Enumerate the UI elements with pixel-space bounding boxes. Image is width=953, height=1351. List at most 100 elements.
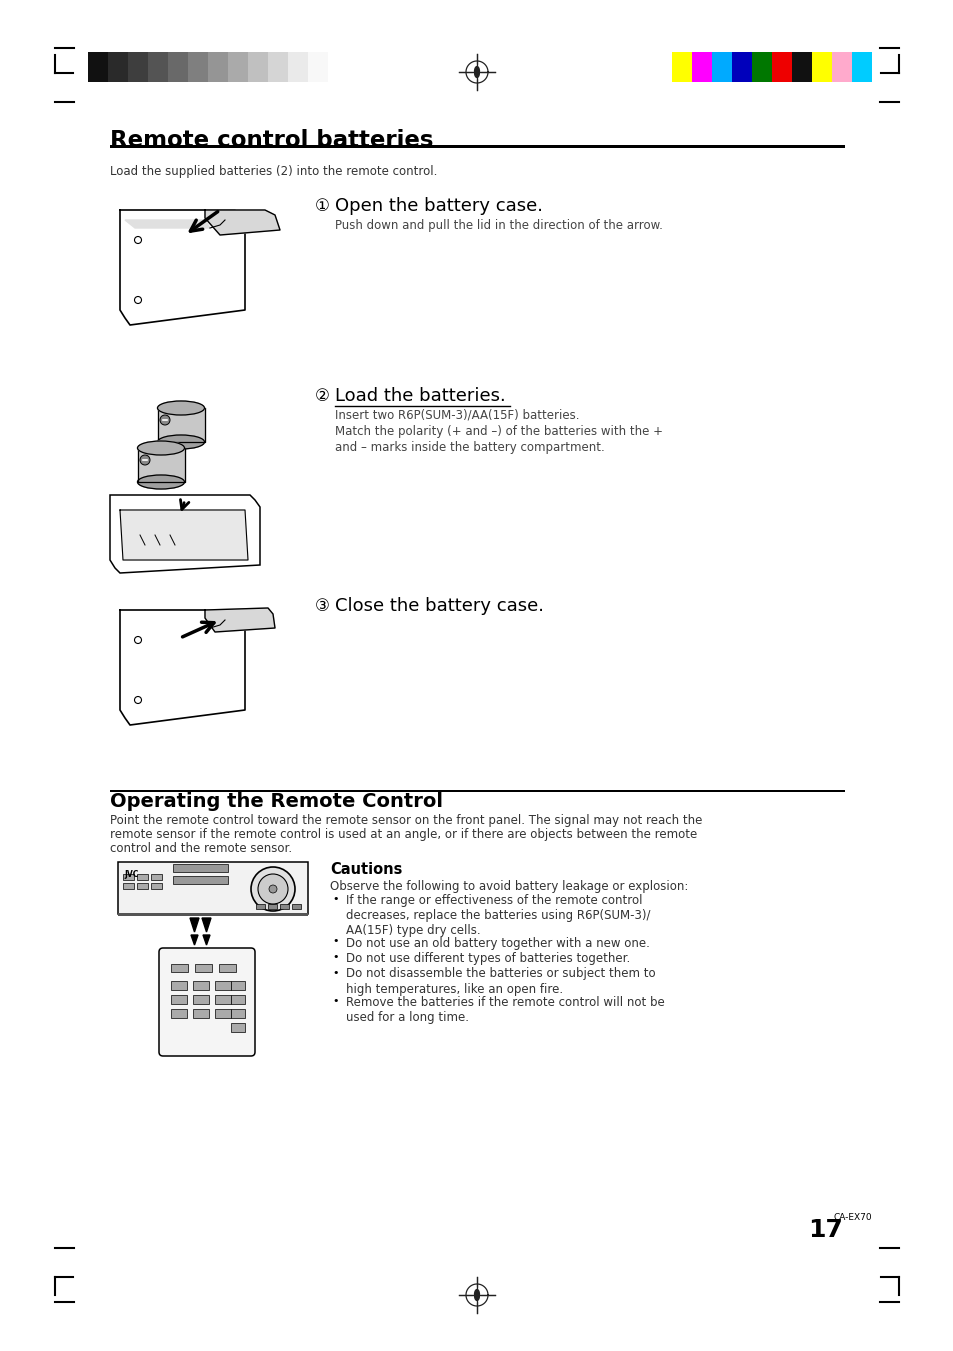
Bar (188, 51, 208, 82)
Bar (231, 994, 245, 1004)
Text: Remote control batteries: Remote control batteries (110, 128, 433, 153)
Polygon shape (203, 935, 210, 944)
Text: •: • (332, 997, 338, 1006)
Text: Do not use an old battery together with a new one.: Do not use an old battery together with … (346, 936, 649, 950)
Bar (691, 51, 711, 82)
Text: •: • (332, 894, 338, 904)
Text: 17: 17 (807, 1219, 842, 1242)
Text: Close the battery case.: Close the battery case. (335, 597, 543, 615)
Bar (228, 51, 248, 82)
Bar (171, 994, 187, 1004)
Ellipse shape (137, 440, 184, 455)
Ellipse shape (137, 476, 184, 489)
Bar (193, 981, 209, 990)
Bar (194, 965, 212, 971)
Bar (137, 874, 148, 880)
Bar (280, 904, 289, 909)
Bar (118, 913, 308, 916)
Bar (214, 1009, 231, 1019)
Polygon shape (110, 494, 260, 573)
Bar (118, 862, 308, 915)
Bar (292, 904, 301, 909)
Bar (172, 865, 228, 871)
Polygon shape (474, 69, 479, 76)
Polygon shape (138, 449, 185, 482)
Bar (151, 874, 162, 880)
Bar (771, 51, 791, 82)
Text: Operating the Remote Control: Operating the Remote Control (110, 792, 442, 811)
Bar (214, 981, 231, 990)
Bar (123, 884, 133, 889)
Bar (671, 51, 691, 82)
Bar (151, 884, 162, 889)
Text: Load the batteries.: Load the batteries. (335, 386, 505, 405)
Polygon shape (125, 220, 210, 228)
Ellipse shape (157, 435, 204, 449)
Polygon shape (474, 1292, 479, 1298)
Bar (751, 51, 771, 82)
Bar (168, 51, 188, 82)
Circle shape (160, 415, 170, 426)
Bar (128, 51, 148, 82)
Text: Match the polarity (+ and –) of the batteries with the +: Match the polarity (+ and –) of the batt… (335, 426, 662, 438)
Text: Remove the batteries if the remote control will not be
used for a long time.: Remove the batteries if the remote contr… (346, 997, 664, 1024)
Polygon shape (120, 209, 245, 326)
Text: Observe the following to avoid battery leakage or explosion:: Observe the following to avoid battery l… (330, 880, 688, 893)
Text: and – marks inside the battery compartment.: and – marks inside the battery compartme… (335, 440, 604, 454)
Bar (208, 51, 228, 82)
Text: JVC: JVC (124, 870, 138, 880)
Polygon shape (120, 509, 248, 561)
Polygon shape (158, 408, 205, 442)
Bar (219, 965, 235, 971)
Bar (110, 145, 844, 149)
Bar (137, 884, 148, 889)
Bar (255, 904, 265, 909)
Text: Cautions: Cautions (330, 862, 402, 877)
Bar (851, 51, 871, 82)
Text: Insert two R6P(SUM-3)/AA(15F) batteries.: Insert two R6P(SUM-3)/AA(15F) batteries. (335, 409, 578, 422)
Polygon shape (120, 611, 245, 725)
Bar (88, 51, 108, 82)
Bar (731, 51, 751, 82)
Ellipse shape (473, 65, 480, 78)
Ellipse shape (474, 1289, 479, 1301)
Bar (193, 1009, 209, 1019)
Circle shape (269, 885, 276, 893)
Ellipse shape (474, 66, 479, 77)
Bar (231, 1009, 245, 1019)
Bar (831, 51, 851, 82)
Text: Do not use different types of batteries together.: Do not use different types of batteries … (346, 952, 630, 965)
Circle shape (134, 296, 141, 304)
Polygon shape (205, 209, 280, 235)
Text: Open the battery case.: Open the battery case. (335, 197, 542, 215)
Text: ①: ① (314, 197, 330, 215)
Text: remote sensor if the remote control is used at an angle, or if there are objects: remote sensor if the remote control is u… (110, 828, 697, 842)
Text: •: • (332, 936, 338, 947)
Bar (268, 51, 288, 82)
Text: Do not disassemble the batteries or subject them to
high temperatures, like an o: Do not disassemble the batteries or subj… (346, 967, 655, 996)
Bar (308, 51, 328, 82)
Circle shape (257, 874, 288, 904)
Bar (171, 1009, 187, 1019)
Bar (110, 789, 844, 792)
Circle shape (134, 236, 141, 243)
Bar (811, 51, 831, 82)
Bar (171, 965, 188, 971)
Text: CA-EX70: CA-EX70 (833, 1213, 872, 1223)
Text: Point the remote control toward the remote sensor on the front panel. The signal: Point the remote control toward the remo… (110, 815, 701, 827)
Circle shape (140, 455, 150, 465)
Ellipse shape (157, 401, 204, 415)
Bar (711, 51, 731, 82)
Circle shape (134, 697, 141, 704)
Circle shape (251, 867, 294, 911)
Text: ②: ② (314, 386, 330, 405)
Text: control and the remote sensor.: control and the remote sensor. (110, 842, 292, 855)
Bar (108, 51, 128, 82)
Polygon shape (190, 917, 199, 932)
Text: Push down and pull the lid in the direction of the arrow.: Push down and pull the lid in the direct… (335, 219, 662, 232)
Polygon shape (191, 935, 198, 944)
Bar (123, 874, 133, 880)
Polygon shape (202, 917, 211, 932)
Circle shape (134, 636, 141, 643)
Bar (171, 981, 187, 990)
